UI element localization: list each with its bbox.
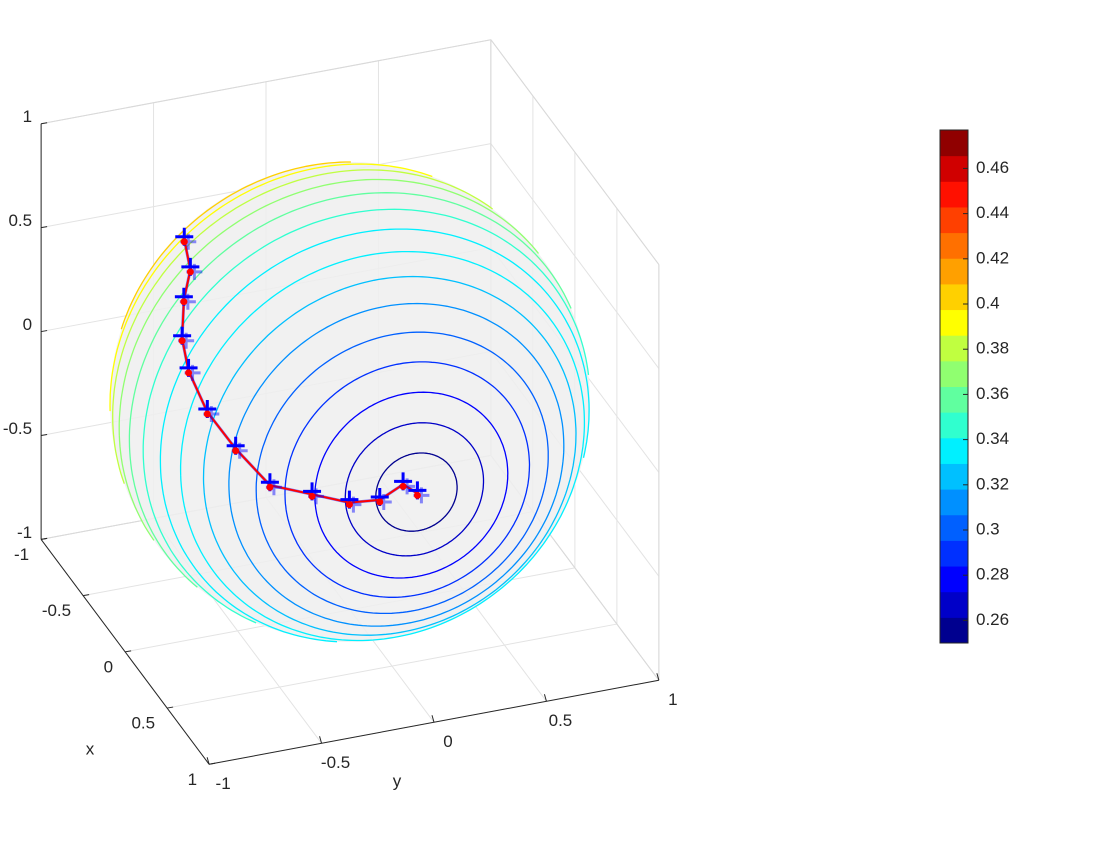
path-point	[186, 268, 194, 276]
x-tick-label: -1	[14, 545, 29, 564]
contour-line	[202, 275, 577, 636]
colorbar-segment	[940, 206, 968, 234]
path-point	[178, 337, 186, 345]
contour-line	[284, 361, 531, 598]
y-tick-label: -1	[216, 774, 231, 793]
contour-line	[375, 452, 458, 532]
colorbar-segment	[940, 258, 968, 285]
colorbar-segment	[940, 514, 968, 541]
contour-line	[128, 192, 572, 588]
x-axis-label: x	[86, 739, 95, 758]
contour-line	[159, 228, 590, 643]
y-tick-label: 0	[443, 732, 452, 751]
path-point	[232, 447, 240, 455]
y-tick	[206, 757, 210, 765]
colorbar-segment	[940, 437, 968, 464]
colorbar-segment	[940, 232, 968, 259]
path-point	[180, 238, 188, 246]
colorbar-tick-label: 0.26	[976, 610, 1009, 629]
colorbar-segment	[940, 412, 968, 439]
colorbar-tick-label: 0.46	[976, 158, 1009, 177]
colorbar-tick-label: 0.36	[976, 384, 1009, 403]
colorbar-tick-label: 0.28	[976, 565, 1009, 584]
path-point	[376, 498, 384, 506]
z-tick	[41, 226, 48, 229]
z-tick-label: 0	[23, 315, 32, 334]
colorbar-tick-label: 0.44	[976, 203, 1009, 222]
path-point	[203, 410, 211, 418]
contour-line	[142, 208, 590, 624]
colorbar-segment	[940, 386, 968, 413]
contour-line	[120, 161, 351, 330]
colorbar-segment	[940, 181, 968, 208]
path-point	[345, 501, 353, 509]
x-tick-label: 0	[104, 657, 113, 676]
colorbar-frame	[939, 129, 969, 644]
contour-line	[179, 250, 586, 642]
grid-line	[490, 143, 660, 369]
contour-line	[109, 163, 433, 412]
colorbar-tick-label: 0.4	[976, 293, 1000, 312]
x-tick	[125, 650, 132, 653]
colorbar-segment	[940, 566, 968, 593]
path-point	[266, 483, 274, 491]
colorbar-segment	[940, 540, 968, 567]
y-tick	[431, 715, 435, 723]
y-tick-label: -0.5	[321, 753, 350, 772]
y-tick	[656, 673, 660, 681]
y-tick	[543, 694, 547, 702]
colorbar-segment	[940, 463, 968, 490]
z-tick-label: -0.5	[3, 419, 32, 438]
x-tick-label: 1	[188, 770, 197, 789]
contour-line	[228, 302, 565, 627]
z-tick	[41, 330, 48, 333]
box-edge	[490, 39, 660, 265]
x-axis-line	[40, 539, 210, 765]
x-tick-label: -0.5	[42, 601, 71, 620]
colorbar-segment	[940, 360, 968, 387]
colorbar-tick-label: 0.3	[976, 519, 1000, 538]
contour-line	[118, 178, 540, 541]
path-point	[308, 492, 316, 500]
colorbar-tick-label: 0.42	[976, 248, 1009, 267]
z-tick	[41, 433, 48, 436]
colorbar-tick-label: 0.34	[976, 429, 1009, 448]
path-point	[180, 298, 188, 306]
path-point	[185, 369, 193, 377]
colorbar-segment	[940, 591, 968, 618]
x-tick-label: 0.5	[131, 714, 155, 733]
box-edge	[41, 39, 491, 125]
path-point	[413, 491, 421, 499]
y-tick-label: 1	[668, 690, 677, 709]
colorbar-segment	[940, 283, 968, 311]
colorbar-segment	[940, 130, 968, 157]
y-tick	[319, 736, 323, 744]
colorbar-segment	[940, 335, 968, 362]
colorbar-tick-label: 0.38	[976, 339, 1009, 358]
colorbar-segment	[940, 309, 968, 336]
y-axis-label: y	[393, 771, 402, 790]
y-tick-label: 0.5	[549, 711, 573, 730]
contour-line	[344, 422, 485, 557]
contour-line	[255, 331, 549, 615]
z-tick-label: 0.5	[8, 211, 32, 230]
z-tick	[41, 122, 48, 125]
x-tick	[41, 537, 48, 540]
grid-line	[167, 623, 617, 709]
x-tick	[209, 762, 216, 765]
x-tick	[83, 594, 90, 597]
path-point	[399, 482, 407, 490]
z-tick-label: -1	[17, 523, 32, 542]
colorbar-tick-label: 0.32	[976, 474, 1009, 493]
colorbar-segment	[940, 489, 968, 516]
z-tick-label: 1	[23, 107, 32, 126]
x-tick	[167, 706, 174, 709]
contour-line	[112, 169, 493, 484]
contour-line	[314, 391, 509, 579]
colorbar-segment	[940, 617, 968, 644]
